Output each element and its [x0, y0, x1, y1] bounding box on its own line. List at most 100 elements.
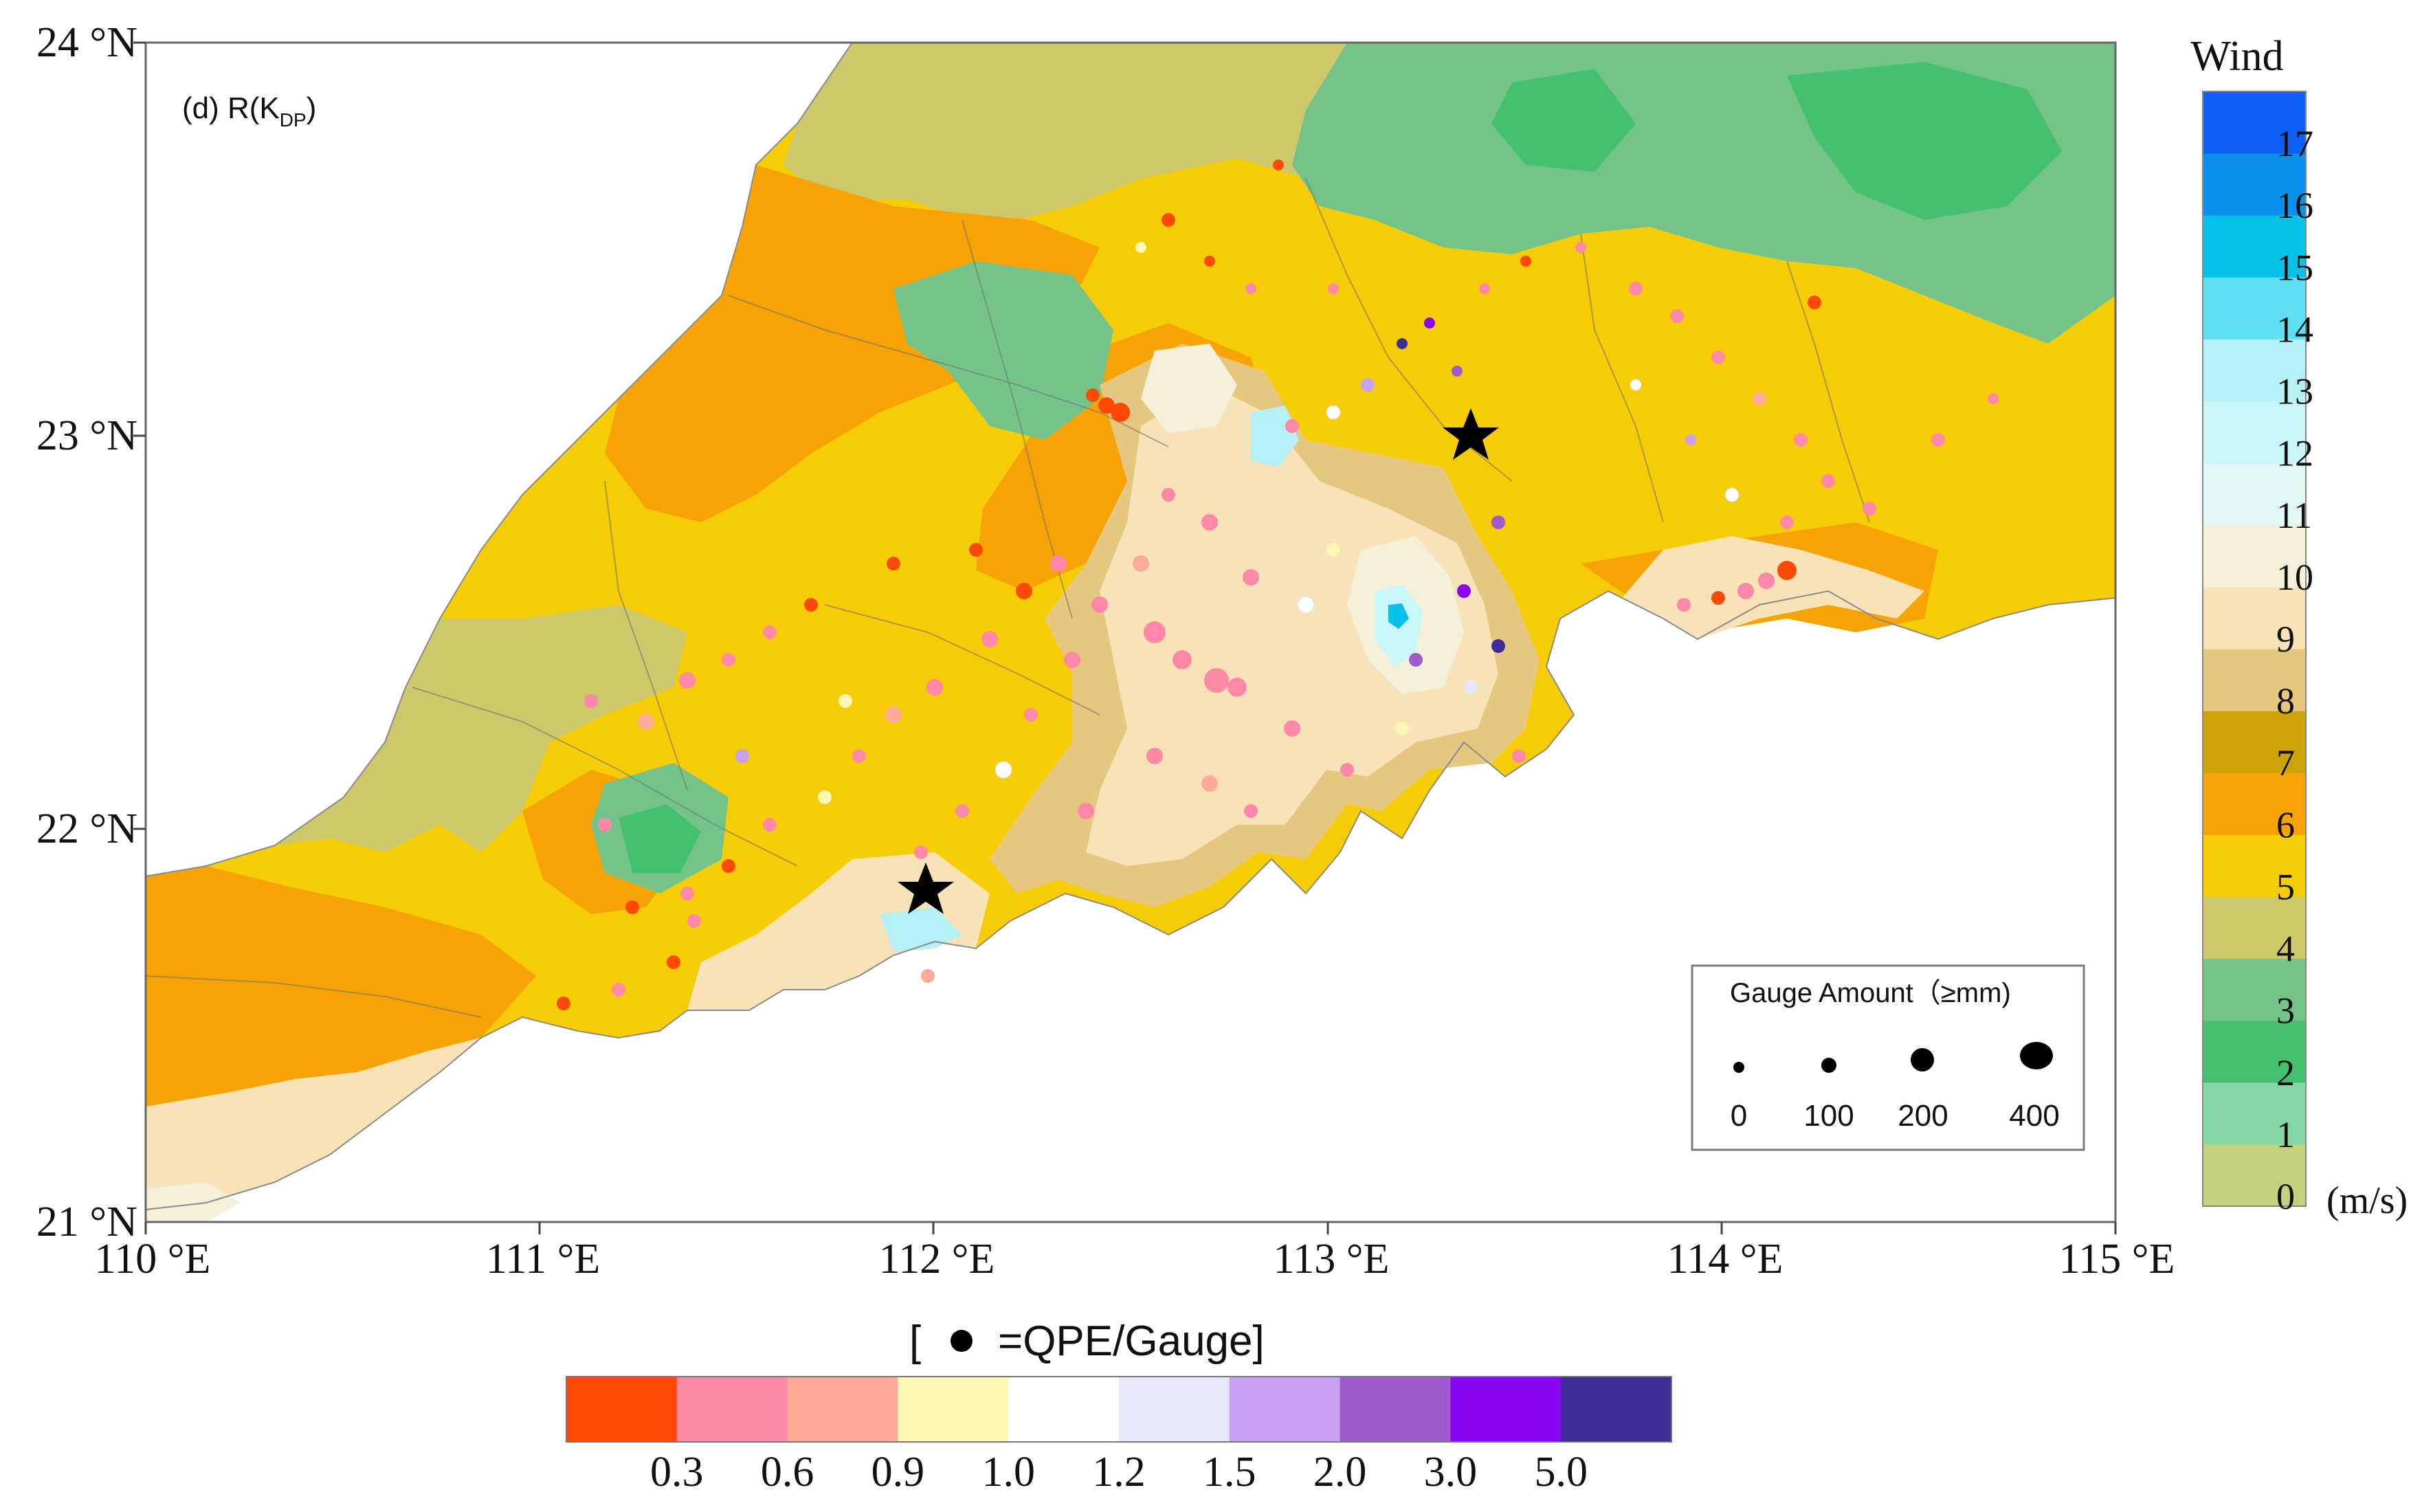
gauge-dot — [1670, 309, 1684, 323]
gauge-dot — [1328, 283, 1339, 294]
gauge-dot — [557, 997, 570, 1010]
x-tick-label: 114 °E — [1667, 1236, 1784, 1282]
gauge-dot — [818, 790, 832, 804]
wind-tick-label: 11 — [2276, 495, 2312, 536]
radar-star-marker — [1443, 408, 1499, 460]
ratio-tick-label: 3.0 — [1424, 1449, 1478, 1496]
ratio-tick-label: 1.5 — [1203, 1449, 1256, 1496]
ratio-tick-label: 5.0 — [1534, 1449, 1588, 1496]
wind-colorbar-swatches — [2202, 91, 2307, 1207]
gauge-dot — [667, 955, 680, 969]
gauge-dot — [625, 900, 639, 914]
ratio-colorbar-labels: 0.3 0.6 0.9 1.0 1.2 1.5 2.0 3.0 5.0 — [650, 1449, 1588, 1496]
gauge-dot — [1091, 597, 1108, 613]
gauge-dot — [1988, 393, 1999, 404]
gauge-dot — [1297, 596, 1315, 614]
gauge-dot — [763, 818, 777, 832]
x-tick-label: 115 °E — [2059, 1236, 2175, 1282]
wind-tick-label: 8 — [2276, 680, 2295, 722]
x-tick-label: 113 °E — [1274, 1236, 1390, 1282]
gauge-legend-title: Gauge Amount（≥mm) — [1730, 978, 2011, 1008]
wind-tick-label: 6 — [2276, 804, 2295, 845]
gauge-dot — [914, 845, 928, 859]
gauge-dot — [1424, 318, 1435, 329]
land-region — [146, 866, 536, 1107]
gauge-dot — [722, 653, 735, 667]
gauge-dot — [1457, 584, 1471, 598]
ratio-tick-label: 0.6 — [761, 1449, 814, 1496]
wind-tick-label: 1 — [2276, 1114, 2295, 1155]
gauge-dot — [804, 598, 818, 612]
gauge-dot — [926, 679, 943, 696]
wind-tick-label: 14 — [2276, 309, 2313, 350]
x-tick-label: 110 °E — [95, 1236, 211, 1282]
gauge-dot — [1464, 680, 1478, 694]
gauge-dot — [680, 887, 694, 900]
radar-star-marker — [898, 863, 954, 914]
ratio-tick-label: 0.9 — [871, 1449, 925, 1496]
gauge-dot — [1512, 749, 1526, 763]
gauge-dot — [1146, 748, 1163, 764]
wind-swatch — [2203, 772, 2306, 835]
gauge-dot — [1409, 653, 1423, 667]
gauge-dot — [1111, 403, 1130, 422]
gauge-dot — [584, 694, 598, 708]
gauge-dot — [1201, 514, 1218, 531]
gauge-dots — [557, 159, 1999, 1010]
wind-swatch — [2203, 586, 2306, 649]
land-region — [1787, 62, 2062, 220]
ratio-swatch — [566, 1377, 678, 1442]
gauge-dot — [1326, 405, 1341, 420]
gauge-dot — [1711, 591, 1725, 605]
gauge-dot — [1204, 668, 1229, 693]
gauge-dot — [1285, 419, 1299, 433]
ratio-swatch — [1450, 1377, 1562, 1442]
gauge-legend-label: 400 — [2009, 1099, 2059, 1133]
gauge-dot — [612, 983, 625, 997]
ratio-tick-label: 1.2 — [1092, 1449, 1146, 1496]
gauge-dot — [981, 631, 998, 647]
gauge-size-dot-200 — [1911, 1048, 1934, 1071]
gauge-dot — [1098, 397, 1115, 414]
gauge-dot — [598, 818, 612, 832]
gauge-dot — [638, 713, 654, 730]
y-tick-label: 23 °N — [36, 412, 137, 459]
wind-swatch — [2203, 524, 2306, 588]
gauge-dot — [679, 672, 696, 689]
land-region — [146, 1038, 481, 1210]
gauge-dot — [1162, 488, 1175, 502]
wind-swatch — [2203, 401, 2306, 464]
wind-tick-label: 9 — [2276, 619, 2295, 660]
ratio-title-text: =QPE/Gauge] — [998, 1318, 1265, 1365]
land-region — [146, 1182, 241, 1222]
gauge-dot — [1144, 621, 1166, 643]
wind-colorbar-frame — [2202, 91, 2307, 1207]
wind-swatch — [2203, 153, 2306, 216]
gauge-dot — [1821, 474, 1835, 488]
wind-tick-label: 16 — [2276, 185, 2313, 226]
gauge-dot — [735, 749, 749, 763]
wind-tick-label: 0 — [2276, 1176, 2295, 1217]
wind-tick-label: 5 — [2276, 866, 2295, 907]
x-tick-label: 111 °E — [486, 1236, 601, 1282]
gauge-dot — [1737, 583, 1754, 599]
land-region — [1251, 405, 1299, 467]
land-region — [880, 907, 962, 952]
wind-swatch — [2203, 1144, 2306, 1207]
wind-tick-label: 7 — [2276, 742, 2295, 783]
y-tick-label: 22 °N — [36, 805, 137, 852]
wind-swatch — [2203, 834, 2306, 897]
ratio-tick-label: 0.3 — [650, 1449, 704, 1496]
gauge-dot — [1724, 487, 1740, 502]
ratio-swatch — [787, 1377, 898, 1442]
wind-tick-label: 3 — [2276, 990, 2295, 1032]
gauge-dot — [1753, 392, 1766, 405]
wind-swatch — [2203, 1020, 2306, 1083]
gauge-dot — [1491, 639, 1505, 653]
ratio-swatch — [1008, 1377, 1120, 1442]
gauge-dot — [1491, 515, 1505, 529]
land-region — [893, 261, 1113, 440]
wind-tick-label: 12 — [2276, 433, 2313, 474]
gauge-dot — [885, 707, 902, 723]
ratio-tick-label: 2.0 — [1313, 1449, 1367, 1496]
